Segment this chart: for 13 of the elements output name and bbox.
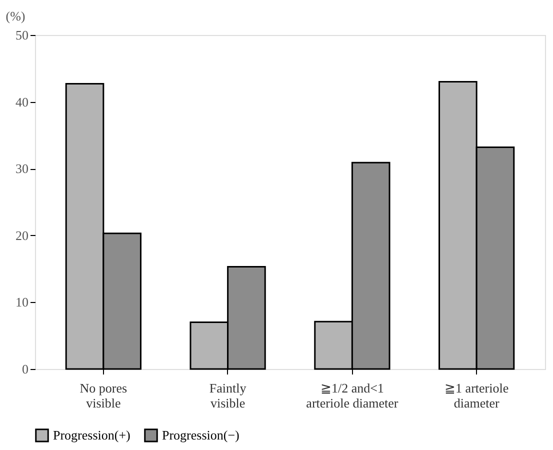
y-tick-label: 20 [16,228,28,243]
y-tick-label: 0 [22,362,28,376]
x-tick-label: No pores visible [80,380,128,410]
y-tick-label: 40 [16,94,28,110]
y-tick-label: 10 [16,294,28,310]
x-tick-label: ≧1 arteriole diameter [444,380,509,410]
legend-label: Progression(+) [53,427,130,442]
x-tick-label: Faintly visible [209,380,247,410]
x-tick-label: ≧1/2 and<1 arteriole diameter [306,380,399,410]
y-axis-title: (%) [6,8,26,24]
y-tick-label: 50 [16,28,28,42]
legend-label: Progression(−) [162,427,240,442]
y-tick-label: 30 [16,161,28,176]
